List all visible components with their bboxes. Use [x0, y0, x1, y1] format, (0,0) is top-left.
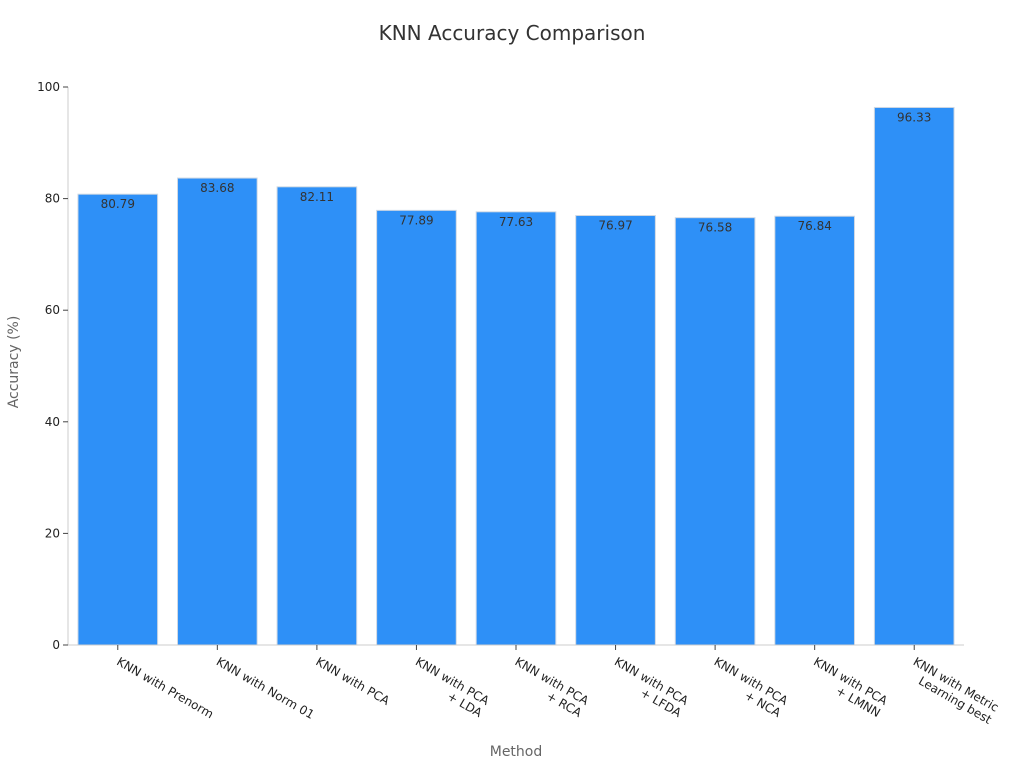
y-axis: 0 20 40 60 80 100: [37, 80, 69, 652]
y-tick-label: 40: [45, 415, 60, 429]
bar: [77, 193, 159, 646]
data-label: 96.33: [897, 110, 931, 124]
data-label: 83.68: [200, 181, 234, 195]
y-axis-label: Accuracy (%): [6, 316, 22, 409]
x-tick-label: KNN with PCA+ LFDA: [605, 654, 691, 720]
y-tick-label: 20: [45, 526, 60, 540]
bar: [276, 186, 358, 646]
chart-title: KNN Accuracy Comparison: [379, 21, 646, 45]
data-label: 76.84: [797, 219, 831, 233]
x-tick-label: KNN with PCA: [313, 654, 392, 708]
data-label: 82.11: [300, 190, 334, 204]
data-label: 80.79: [101, 197, 135, 211]
x-tick-label: KNN with Prenorm: [114, 654, 216, 721]
y-tick-label: 0: [52, 638, 60, 652]
bar: [575, 215, 656, 646]
bar: [674, 217, 756, 646]
data-labels-group: 80.79 83.68 82.11 77.89 77.63 76.97 76.58 76.84…: [101, 110, 932, 234]
x-tick-label: KNN with PCA+ RCA: [506, 654, 592, 720]
bar: [873, 106, 955, 646]
x-tick-label: KNN with PCA+ LDA: [406, 654, 492, 720]
bar: [774, 215, 855, 646]
data-label: 77.89: [399, 213, 433, 227]
y-tick-label: 60: [45, 303, 60, 317]
data-label: 76.97: [598, 219, 632, 233]
bar: [177, 177, 258, 646]
y-tick-label: 100: [37, 80, 60, 94]
y-tick-label: 80: [45, 192, 60, 206]
x-tick-label: KNN with PCA+ LMNN: [804, 654, 890, 720]
x-tick-label: KNN with MetricLearning best: [904, 654, 1002, 726]
bar: [475, 211, 557, 646]
bars-group: [77, 106, 955, 646]
x-tick-label: KNN with Norm 01: [214, 654, 317, 721]
x-axis-label: Method: [490, 744, 543, 760]
x-tick-label: KNN with PCA+ NCA: [705, 654, 791, 720]
data-label: 76.58: [698, 221, 732, 235]
data-label: 77.63: [499, 215, 533, 229]
bar: [376, 209, 457, 646]
